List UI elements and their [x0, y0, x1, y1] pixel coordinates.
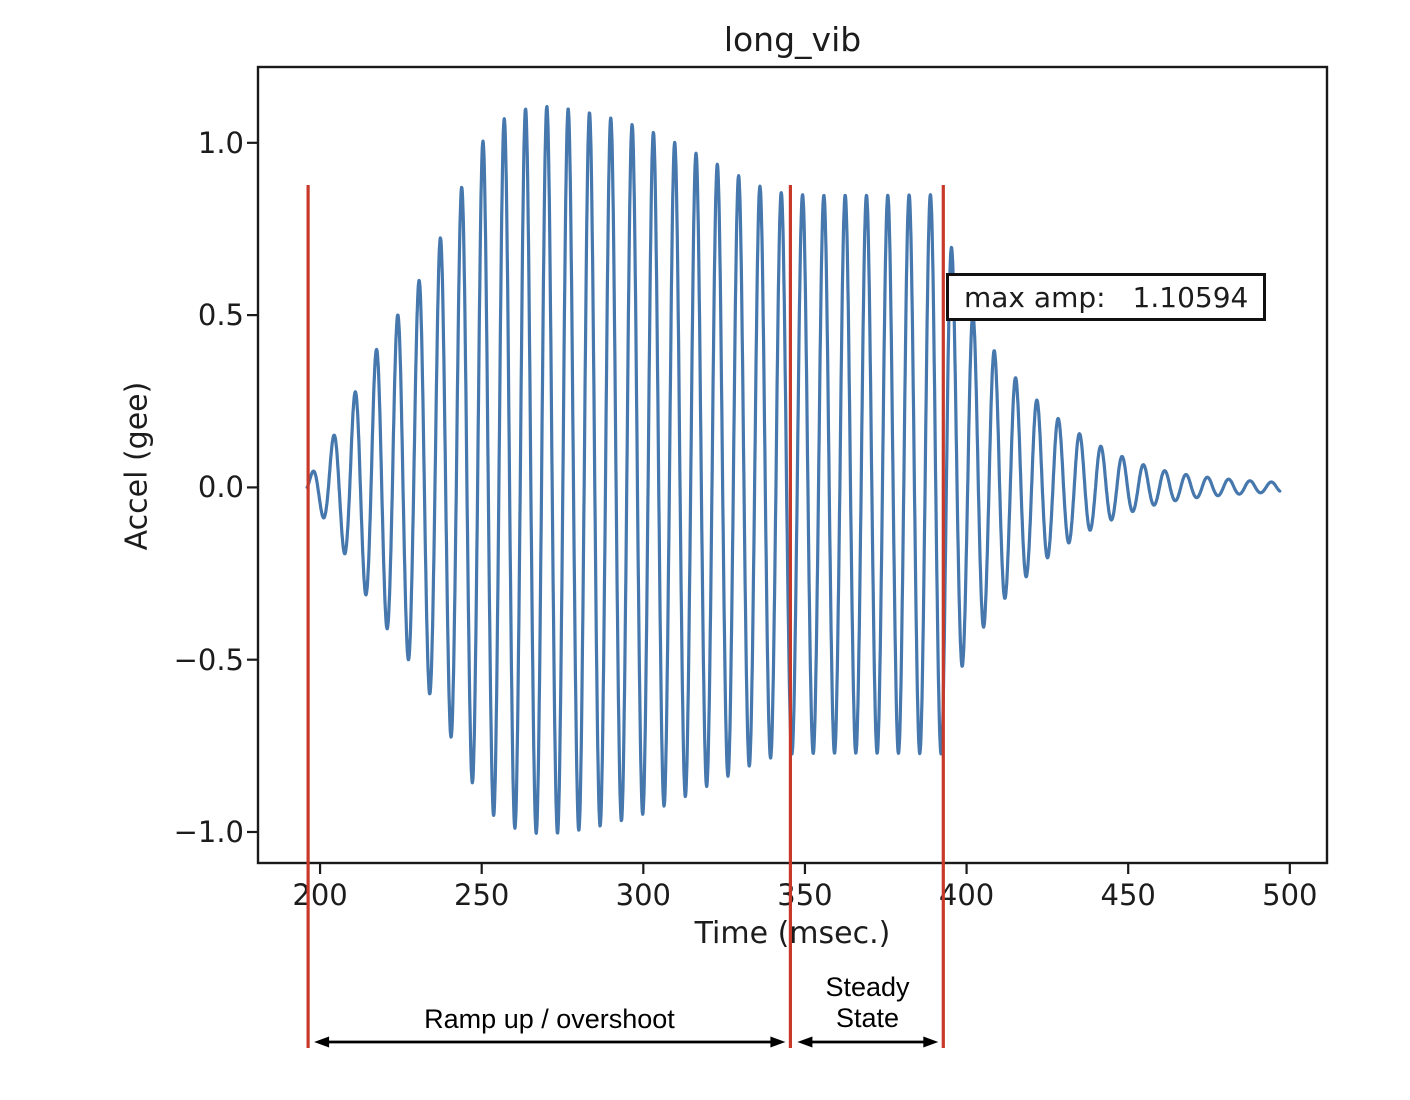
max-amp-value: 1.10594	[1132, 280, 1249, 314]
waveform-line	[305, 105, 1282, 835]
chart-title: long_vib	[723, 20, 862, 59]
x-tick-label: 500	[1262, 878, 1318, 912]
x-tick-label: 350	[777, 878, 833, 912]
y-tick-label: −0.5	[173, 642, 244, 677]
steady-region-label: Steady State	[791, 972, 944, 1034]
steady-label-line2: State	[835, 1003, 900, 1033]
steady-region-arrow-right-head	[923, 1036, 939, 1048]
x-tick-label: 300	[615, 878, 671, 912]
x-tick-label: 250	[454, 878, 510, 912]
x-tick-label: 450	[1100, 878, 1156, 912]
steady-region-arrow-left-head	[797, 1036, 813, 1048]
steady-label-line1: Steady	[825, 972, 910, 1002]
y-tick-label: 0.5	[197, 298, 244, 333]
y-tick-label: 0.0	[197, 470, 244, 505]
y-tick-label: 1.0	[197, 125, 244, 160]
plot-spine	[256, 65, 1329, 865]
x-tick-label: 400	[938, 878, 995, 912]
x-axis-label: Time (msec.)	[694, 916, 891, 951]
ramp-region-arrow-right-head	[770, 1036, 786, 1048]
ramp-region-arrow-left-head	[314, 1036, 330, 1048]
max-amp-annotation: max amp: 1.10594	[946, 273, 1267, 321]
x-tick-label: 200	[292, 878, 348, 912]
max-amp-label: max amp:	[964, 280, 1106, 314]
ramp-region-label: Ramp up / overshoot	[424, 1004, 675, 1034]
y-tick-label: −1.0	[173, 814, 244, 849]
